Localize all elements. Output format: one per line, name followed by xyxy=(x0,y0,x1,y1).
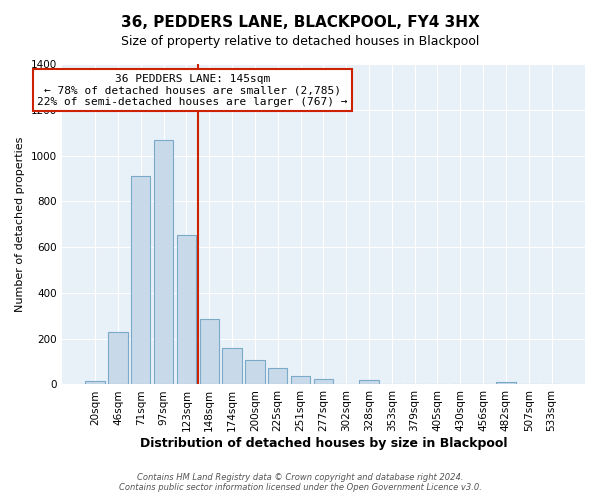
Bar xyxy=(154,140,173,384)
Bar xyxy=(200,319,219,384)
Bar xyxy=(359,380,379,384)
Text: 36, PEDDERS LANE, BLACKPOOL, FY4 3HX: 36, PEDDERS LANE, BLACKPOOL, FY4 3HX xyxy=(121,15,479,30)
Bar xyxy=(291,376,310,384)
Bar xyxy=(314,380,333,384)
Bar xyxy=(177,234,196,384)
Text: Size of property relative to detached houses in Blackpool: Size of property relative to detached ho… xyxy=(121,35,479,48)
Text: Contains HM Land Registry data © Crown copyright and database right 2024.
Contai: Contains HM Land Registry data © Crown c… xyxy=(119,473,481,492)
Y-axis label: Number of detached properties: Number of detached properties xyxy=(15,136,25,312)
X-axis label: Distribution of detached houses by size in Blackpool: Distribution of detached houses by size … xyxy=(140,437,507,450)
Bar xyxy=(496,382,515,384)
Bar xyxy=(268,368,287,384)
Bar xyxy=(223,348,242,385)
Bar xyxy=(131,176,151,384)
Text: 36 PEDDERS LANE: 145sqm
← 78% of detached houses are smaller (2,785)
22% of semi: 36 PEDDERS LANE: 145sqm ← 78% of detache… xyxy=(37,74,348,107)
Bar xyxy=(85,381,105,384)
Bar xyxy=(245,360,265,384)
Bar xyxy=(108,332,128,384)
